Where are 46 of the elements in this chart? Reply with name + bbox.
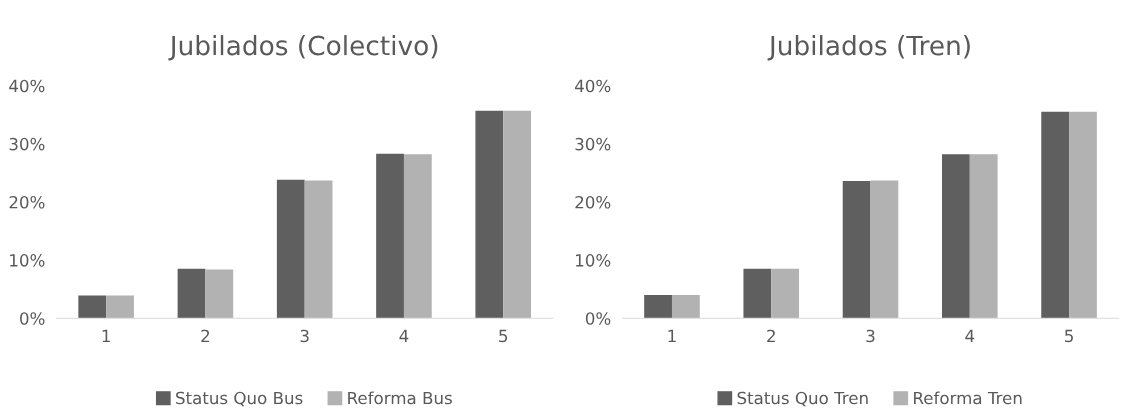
bar: [177, 268, 206, 319]
legend-label: Reforma Tren: [914, 391, 1022, 405]
bar: [870, 180, 899, 319]
x-tick-label: 2: [767, 329, 775, 343]
y-tick-label: 40%: [9, 79, 45, 93]
y-tick-label: 40%: [575, 79, 611, 93]
bar: [106, 295, 134, 319]
bar: [644, 294, 672, 319]
chart-title: Jubilados (Tren): [767, 35, 970, 61]
y-tick-label: 10%: [576, 254, 611, 267]
bar: [743, 268, 772, 319]
y-tick-label: 30%: [575, 137, 611, 151]
y-tick-label: 10%: [10, 254, 45, 267]
bar: [276, 179, 305, 319]
x-tick-label: 1: [668, 329, 676, 343]
legend-label: Status Quo Tren: [737, 391, 868, 407]
bar: [942, 154, 970, 319]
bar: [1041, 111, 1070, 319]
x-tick-label: 5: [1065, 329, 1073, 343]
x-tick-label: 3: [300, 329, 309, 343]
legend-label: Status Quo Bus: [176, 391, 303, 407]
legend-label: Reforma Bus: [348, 391, 452, 405]
bar: [475, 110, 504, 319]
x-tick-label: 4: [965, 329, 975, 343]
bar: [78, 295, 107, 319]
x-tick-label: 3: [866, 329, 875, 343]
x-tick-label: 5: [499, 329, 508, 343]
y-tick-label: 20%: [575, 195, 611, 209]
x-tick-label: 2: [201, 329, 210, 343]
bar: [671, 294, 700, 319]
bar: [1069, 111, 1097, 319]
bar: [771, 268, 800, 319]
bar: [304, 180, 333, 319]
y-tick-label: 0%: [585, 312, 611, 325]
bar: [205, 269, 234, 319]
y-tick-label: 0%: [20, 312, 45, 325]
bar: [403, 154, 432, 319]
bar: [842, 181, 871, 319]
x-tick-label: 4: [399, 329, 409, 343]
bar: [969, 154, 998, 319]
y-tick-label: 20%: [9, 195, 45, 209]
chart-title: Jubilados (Colectivo): [168, 35, 438, 61]
x-tick-label: 1: [102, 329, 110, 343]
bar: [503, 110, 532, 319]
bar: [376, 153, 404, 319]
y-tick-label: 30%: [9, 137, 45, 151]
